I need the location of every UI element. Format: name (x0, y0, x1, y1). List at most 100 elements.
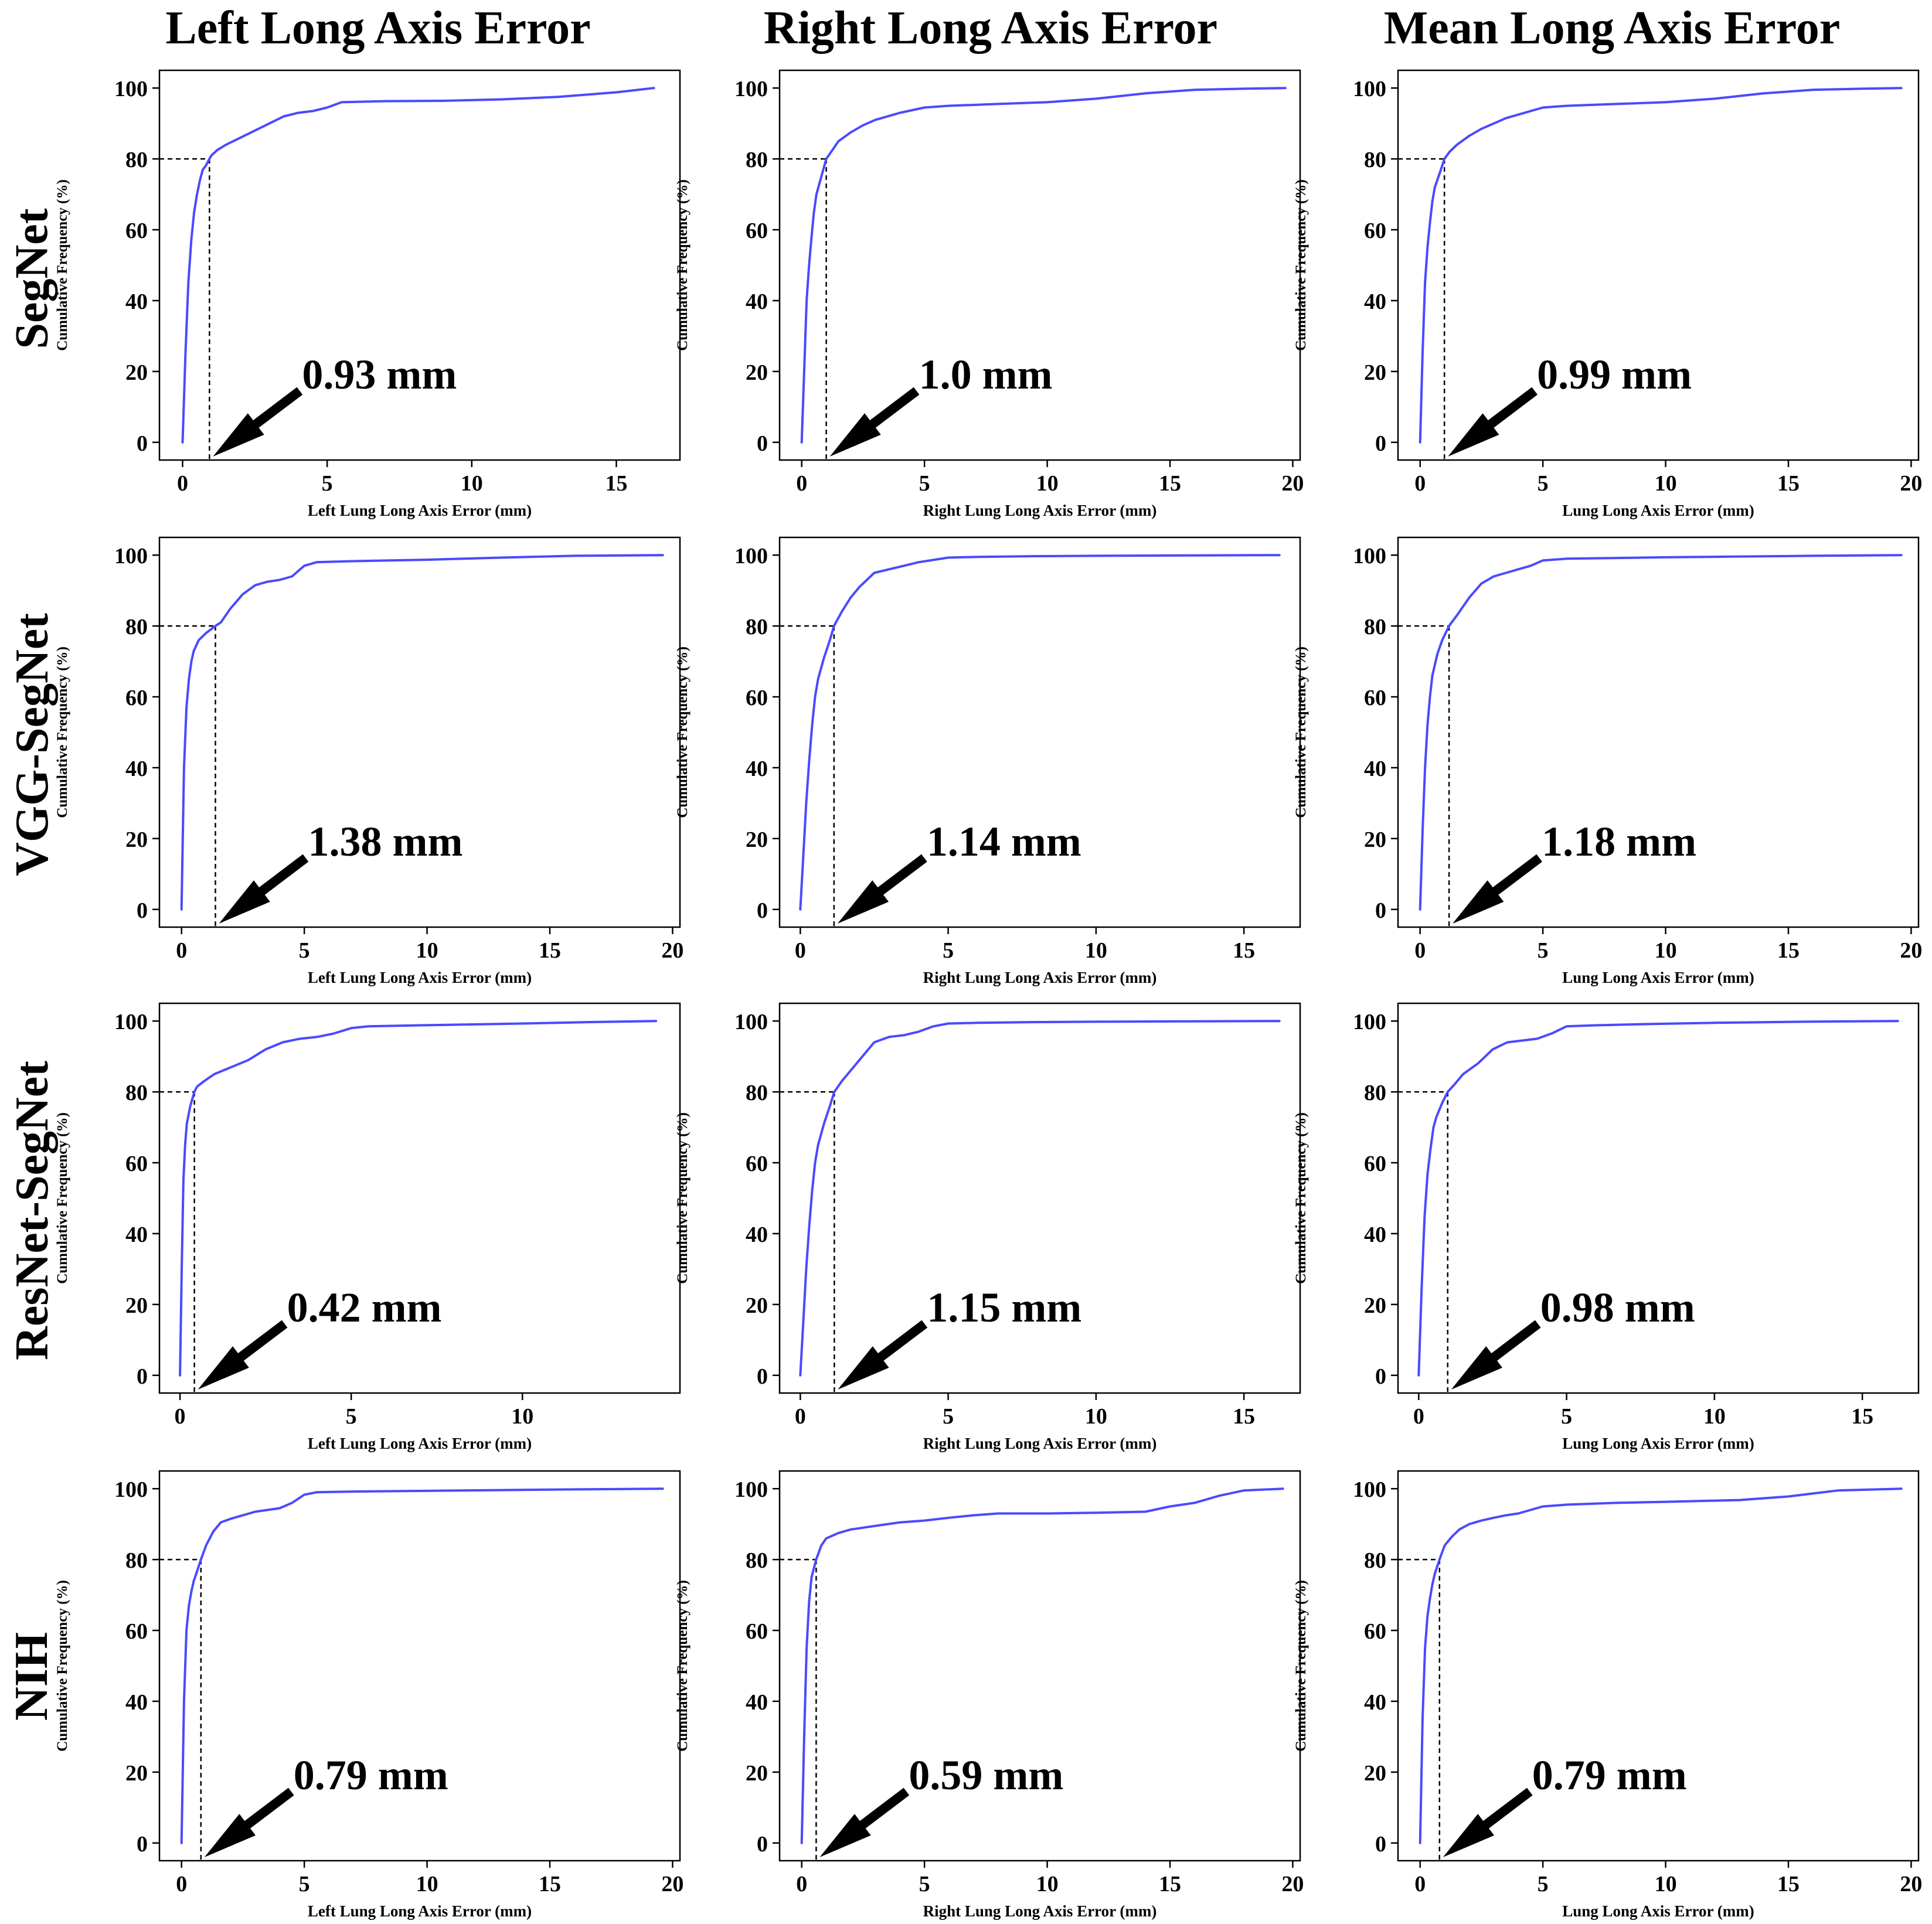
annotation-arrow (219, 854, 309, 924)
y-tick-label: 100 (734, 544, 768, 568)
y-axis-label: Cumulative Frequency (%) (675, 646, 691, 818)
y-tick-label: 20 (125, 1761, 148, 1786)
x-tick-label: 15 (1233, 938, 1255, 963)
y-tick-label: 80 (125, 615, 148, 639)
y-axis-label: Cumulative Frequency (%) (675, 179, 691, 351)
y-tick-label: 60 (125, 686, 148, 710)
x-tick-label: 0 (175, 1404, 186, 1429)
y-tick-label: 0 (757, 1832, 768, 1857)
x-tick-label: 5 (1538, 1872, 1549, 1896)
x-tick-label: 0 (1414, 471, 1426, 496)
annotation-arrow (829, 387, 920, 457)
annotation-arrow (837, 854, 927, 924)
y-tick-label: 60 (125, 1152, 148, 1176)
y-tick-label: 100 (734, 77, 768, 101)
y-tick-label: 0 (137, 1364, 148, 1389)
plot-frame (778, 1470, 1301, 1862)
plot-frame (1397, 536, 1920, 928)
y-tick-label: 0 (1375, 1364, 1386, 1389)
x-tick-label: 15 (1851, 1404, 1873, 1429)
annotation-label: 1.0 mm (919, 351, 1053, 398)
x-tick-label: 5 (299, 1872, 310, 1896)
y-axis-label: Cumulative Frequency (%) (1293, 646, 1309, 818)
x-tick-label: 5 (1561, 1404, 1572, 1429)
y-tick-label: 40 (125, 1222, 148, 1247)
y-tick-label: 100 (734, 1477, 768, 1502)
plot-frame (778, 536, 1301, 928)
y-tick-label: 20 (746, 360, 768, 385)
annotation-label: 1.15 mm (927, 1284, 1081, 1331)
y-tick-label: 100 (1353, 1477, 1386, 1502)
x-axis-label: Right Lung Long Axis Error (mm) (923, 1902, 1157, 1920)
y-axis-label: Cumulative Frequency (%) (55, 179, 70, 351)
x-tick-label: 0 (1414, 1872, 1426, 1896)
plot-frame (1397, 1002, 1920, 1394)
y-tick-label: 20 (1364, 1293, 1386, 1318)
x-tick-label: 15 (1159, 471, 1181, 496)
y-tick-label: 0 (1375, 431, 1386, 456)
y-tick-label: 80 (125, 1548, 148, 1573)
y-tick-label: 60 (1364, 1152, 1386, 1176)
y-tick-label: 20 (746, 828, 768, 852)
plot-frame (158, 1002, 681, 1394)
y-tick-label: 80 (1364, 615, 1386, 639)
annotation-arrow (198, 1320, 288, 1390)
x-tick-label: 10 (1655, 938, 1677, 963)
x-tick-label: 5 (943, 938, 954, 963)
annotation-label: 1.38 mm (308, 818, 463, 865)
annotation-label: 0.99 mm (1537, 351, 1692, 398)
y-tick-label: 100 (734, 1010, 768, 1034)
y-axis-label: Cumulative Frequency (%) (1293, 179, 1309, 351)
x-tick-label: 5 (919, 471, 930, 496)
x-tick-label: 10 (461, 471, 483, 496)
y-tick-label: 40 (1364, 290, 1386, 314)
y-tick-label: 80 (125, 1081, 148, 1105)
y-tick-label: 60 (746, 1152, 768, 1176)
y-tick-label: 20 (125, 360, 148, 385)
x-tick-label: 15 (605, 471, 627, 496)
x-tick-label: 0 (177, 471, 188, 496)
x-tick-label: 10 (416, 1872, 438, 1896)
y-tick-label: 100 (1353, 77, 1386, 101)
y-axis-label: Cumulative Frequency (%) (55, 1112, 70, 1284)
y-tick-label: 80 (1364, 1548, 1386, 1573)
chart-panel: 0 20 40 60 80 100 0 5 10 15 Right Lung Long Axis E… (675, 1002, 1301, 1452)
x-tick-label: 15 (1159, 1872, 1181, 1896)
cumulative-curve (799, 1020, 1281, 1377)
x-tick-label: 15 (1233, 1404, 1255, 1429)
plot-frame (158, 1470, 681, 1862)
annotation-arrow (1451, 1320, 1541, 1390)
column-title-left: Left Long Axis Error (165, 2, 591, 54)
y-tick-label: 60 (746, 686, 768, 710)
y-tick-label: 20 (125, 1293, 148, 1318)
y-tick-label: 0 (137, 431, 148, 456)
x-tick-label: 5 (299, 938, 310, 963)
x-tick-label: 10 (416, 938, 438, 963)
y-tick-label: 60 (125, 219, 148, 243)
y-tick-label: 40 (125, 757, 148, 781)
x-tick-label: 15 (1777, 471, 1800, 496)
y-axis-label: Cumulative Frequency (%) (55, 1580, 70, 1752)
chart-panel: 0 20 40 60 80 100 0 5 10 15 20 Lung Long Axis Error… (1293, 536, 1922, 986)
y-tick-label: 40 (746, 757, 768, 781)
y-tick-label: 40 (746, 1222, 768, 1247)
cumulative-curve (1419, 554, 1903, 911)
y-tick-label: 60 (1364, 219, 1386, 243)
x-tick-label: 5 (346, 1404, 357, 1429)
y-tick-label: 0 (757, 1364, 768, 1389)
x-tick-label: 10 (1655, 471, 1677, 496)
chart-panel: 0 20 40 60 80 100 0 5 10 15 20 Lung Long Axis Error… (1293, 69, 1922, 519)
annotation-arrow (1443, 1787, 1533, 1857)
y-tick-label: 0 (137, 898, 148, 923)
x-tick-label: 10 (511, 1404, 533, 1429)
chart-panel: 0 20 40 60 80 100 0 5 10 15 Left Lung Long Axis Er… (55, 69, 681, 519)
cumulative-curve (179, 1020, 658, 1377)
chart-panel: 0 20 40 60 80 100 0 5 10 15 20 Left Lung Long Axis … (55, 1470, 683, 1920)
x-tick-label: 15 (1777, 1872, 1800, 1896)
y-tick-label: 80 (746, 148, 768, 172)
x-tick-label: 10 (1085, 938, 1107, 963)
x-tick-label: 15 (539, 938, 561, 963)
annotation-arrow (213, 387, 303, 457)
cumulative-curve (799, 554, 1281, 911)
